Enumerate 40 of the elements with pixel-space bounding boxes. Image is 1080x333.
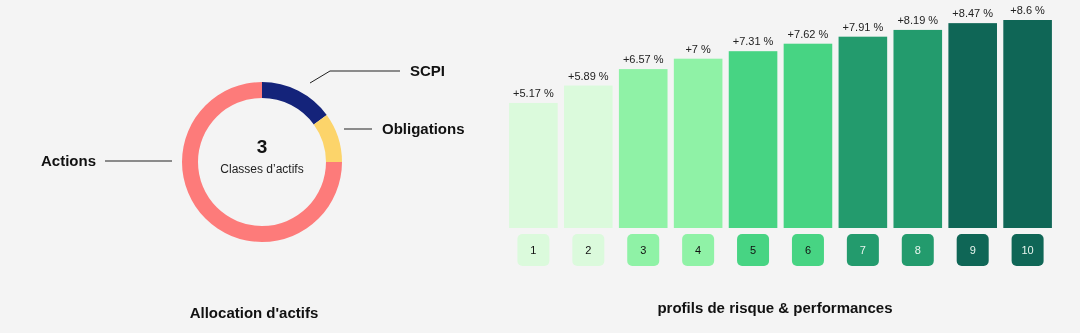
x-tick-label: 4	[695, 244, 702, 256]
x-tick-label: 7	[859, 244, 866, 256]
x-tick-label: 9	[969, 244, 976, 256]
slice-label: Obligations	[382, 120, 465, 137]
donut-slice	[182, 82, 342, 242]
donut-slice	[313, 114, 342, 162]
data-label: +8.6 %	[1010, 4, 1046, 16]
x-axis-title: profils de risque & performances	[657, 299, 893, 316]
bar	[509, 102, 558, 228]
data-label: +6.57 %	[622, 53, 664, 66]
x-tick-label: 3	[640, 244, 647, 256]
data-label: +7.62 %	[787, 27, 829, 40]
data-label: +8.47 %	[952, 7, 994, 20]
text: Allocation d'actifs	[189, 304, 319, 321]
bar	[728, 51, 778, 228]
data-label: +5.17 %	[513, 86, 554, 99]
bar	[564, 85, 613, 228]
slice-label: Actions	[40, 152, 96, 169]
x-tick-label: 5	[749, 244, 757, 256]
data-label: +8.19 %	[897, 13, 939, 26]
data-label: +7 %	[685, 42, 712, 55]
data-label: +7.91 %	[842, 20, 884, 33]
x-tick-label: 6	[804, 244, 812, 256]
data-label: +5.89 %	[567, 69, 609, 82]
x-tick-label: 8	[914, 244, 921, 256]
donut-slice	[262, 82, 327, 125]
bar	[893, 29, 943, 228]
data-label: +7.31 %	[732, 35, 774, 48]
x-tick-label: 1	[530, 244, 537, 256]
bar	[1003, 20, 1052, 228]
x-tick-label: 10	[1021, 244, 1034, 256]
text: Classes d’actifs	[220, 162, 304, 176]
bar	[783, 43, 833, 228]
bar	[673, 58, 723, 228]
bar	[618, 69, 668, 228]
x-tick-label: 2	[585, 244, 592, 256]
text: 3	[256, 136, 268, 157]
slice-label: SCPI	[410, 62, 446, 79]
bar	[948, 23, 997, 228]
bar	[838, 36, 888, 228]
